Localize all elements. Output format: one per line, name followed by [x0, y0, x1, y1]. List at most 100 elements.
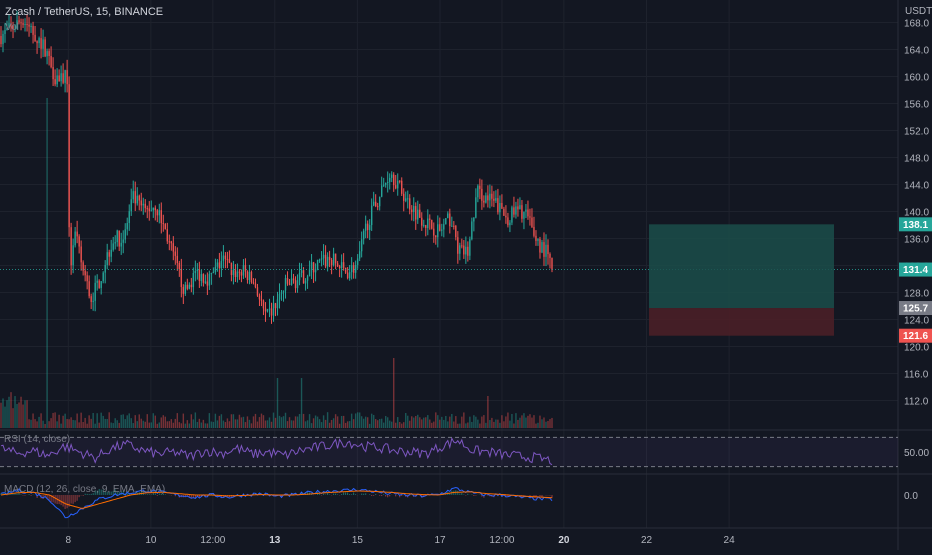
macd-hist-bar: [73, 495, 74, 504]
volume-bar: [82, 422, 83, 428]
volume-bar: [179, 422, 180, 428]
volume-bar: [253, 416, 254, 428]
volume-bar: [225, 422, 226, 428]
candle-body: [505, 216, 506, 218]
macd-hist-bar: [67, 495, 68, 508]
volume-bar: [60, 424, 61, 428]
volume-bar: [257, 422, 258, 428]
candle-body: [473, 218, 474, 222]
candle-body: [223, 256, 224, 261]
candle-body: [541, 242, 542, 252]
volume-bar: [291, 420, 292, 428]
volume-bar: [24, 400, 25, 428]
volume-bar: [431, 423, 432, 428]
candle-body: [217, 262, 218, 266]
volume-bar: [503, 421, 504, 428]
volume-bar: [28, 419, 29, 428]
volume-bar: [333, 418, 334, 428]
candle-body: [209, 274, 210, 286]
candle-body: [56, 75, 57, 84]
macd-hist-bar: [467, 494, 468, 495]
volume-bar: [38, 417, 39, 428]
volume-bar: [187, 420, 188, 428]
candle-body: [287, 278, 288, 284]
volume-bar: [108, 412, 109, 428]
candle-body: [237, 272, 238, 277]
volume-bar: [94, 424, 95, 428]
volume-bar: [355, 413, 356, 428]
y-tick-label: 128.0: [904, 289, 929, 300]
candle-body: [519, 205, 520, 209]
candle-body: [503, 209, 504, 216]
candle-body: [463, 246, 464, 255]
volume-bar: [423, 418, 424, 428]
volume-bar: [305, 421, 306, 428]
candle-body: [363, 231, 364, 240]
volume-bar: [30, 420, 31, 428]
candle-body: [401, 181, 402, 194]
macd-hist-bar: [333, 494, 334, 495]
candle-body: [387, 182, 388, 183]
volume-bar: [195, 412, 196, 428]
candle-body: [173, 243, 174, 251]
volume-bar: [229, 421, 230, 428]
y-tick-label: 124.0: [904, 316, 929, 327]
candle-body: [549, 254, 550, 258]
x-tick-label: 20: [558, 535, 570, 546]
symbol-title[interactable]: Zcash / TetherUS, 15, BINANCE: [5, 6, 163, 18]
macd-hist-bar: [365, 493, 366, 495]
volume-bar: [329, 423, 330, 428]
candle-body: [441, 229, 442, 230]
candle-body: [535, 236, 536, 241]
candle-body: [381, 186, 382, 197]
volume-bar: [481, 417, 482, 428]
volume-bar: [527, 416, 528, 428]
candle-body: [537, 239, 538, 241]
y-tick-label: 164.0: [904, 46, 929, 57]
volume-bar: [223, 421, 224, 428]
candle-body: [165, 224, 166, 229]
volume-bar: [327, 412, 328, 428]
volume-bar: [331, 420, 332, 428]
volume-bar: [159, 422, 160, 428]
candle-body: [247, 272, 248, 280]
candle-body: [22, 23, 23, 25]
entry-price-tag: 125.7: [903, 304, 928, 315]
volume-bar: [429, 420, 430, 428]
volume-bar: [427, 415, 428, 428]
volume-bar: [343, 416, 344, 428]
candle-body: [279, 294, 280, 299]
candle-body: [485, 195, 486, 202]
volume-bar: [48, 421, 49, 428]
candle-body: [371, 206, 372, 225]
candle-body: [249, 272, 250, 280]
volume-bar: [133, 423, 134, 428]
volume-bar: [181, 423, 182, 428]
candle-body: [110, 250, 111, 257]
candle-body: [86, 275, 87, 281]
volume-bar: [445, 416, 446, 428]
macd-hist-bar: [487, 495, 488, 496]
candle-body: [329, 257, 330, 260]
macd-hist-bar: [157, 495, 158, 496]
volume-bar: [497, 420, 498, 428]
volume-bar: [58, 415, 59, 428]
volume-bar: [517, 420, 518, 428]
candle-body: [343, 262, 344, 268]
volume-bar: [425, 417, 426, 428]
volume-bar: [499, 423, 500, 428]
volume-bar: [72, 420, 73, 428]
candle-body: [295, 280, 296, 288]
volume-bar: [52, 413, 53, 428]
candle-body: [297, 280, 298, 288]
volume-bar: [507, 413, 508, 428]
candle-body: [429, 219, 430, 220]
candle-body: [403, 194, 404, 201]
x-tick-label: 10: [145, 535, 157, 546]
volume-bar: [345, 423, 346, 428]
candle-body: [437, 224, 438, 237]
candle-body: [257, 287, 258, 295]
candle-body: [355, 265, 356, 273]
